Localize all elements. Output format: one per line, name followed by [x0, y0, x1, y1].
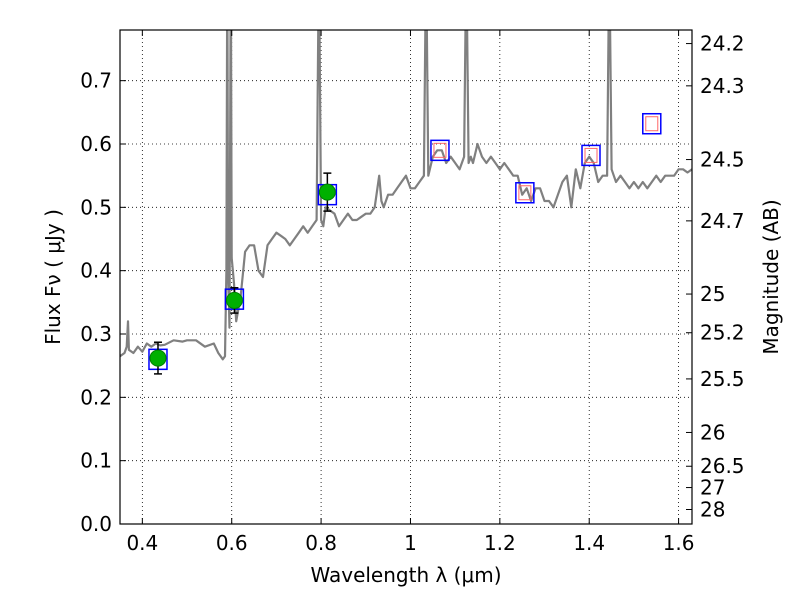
model-box — [642, 112, 662, 135]
magnitude-tick-label: 25.2 — [700, 321, 745, 345]
model-boxes-layer — [148, 112, 662, 371]
model-box-inner — [584, 147, 598, 163]
magnitude-tick-label: 26 — [700, 420, 725, 444]
model-box-inner — [433, 142, 447, 158]
y-tick-label: 0.4 — [80, 259, 112, 283]
spectrum-line — [120, 30, 692, 361]
magnitude-tick-label: 27 — [700, 476, 725, 500]
y-right-axis-label: Magnitude (AB) — [759, 199, 783, 354]
magnitude-tick-label: 24.7 — [700, 209, 745, 233]
y-axis-label: Flux Fν ( μJy ) — [41, 209, 65, 345]
magnitude-tick-label: 24.5 — [700, 148, 745, 172]
x-ticks: 0.4 0.6 0.8 1 1.2 1.4 1.6 — [126, 30, 695, 555]
model-box — [581, 144, 601, 167]
photometry-layer — [149, 172, 336, 375]
x-tick-label: 1 — [404, 531, 417, 555]
x-tick-label: 0.6 — [216, 531, 248, 555]
y-tick-label: 0.6 — [80, 132, 112, 156]
photometry-point — [318, 183, 336, 201]
magnitude-tick-label: 24.2 — [700, 32, 745, 56]
photometry-point — [149, 349, 167, 367]
model-box-inner — [518, 185, 532, 201]
plot-background — [120, 30, 692, 524]
model-box — [430, 139, 450, 162]
x-tick-label: 0.8 — [305, 531, 337, 555]
y-tick-label: 0.0 — [80, 512, 112, 536]
x-tick-label: 1.2 — [484, 531, 516, 555]
x-tick-label: 1.4 — [573, 531, 605, 555]
magnitude-tick-label: 28 — [700, 497, 725, 521]
photometry-point — [225, 291, 243, 309]
y-tick-label: 0.1 — [80, 449, 112, 473]
model-box-inner — [645, 116, 659, 132]
x-tick-label: 0.4 — [126, 531, 158, 555]
magnitude-tick-label: 25 — [700, 282, 725, 306]
magnitude-tick-label: 24.3 — [700, 74, 745, 98]
y-tick-label: 0.5 — [80, 195, 112, 219]
spectrum-layer — [120, 30, 692, 361]
y-ticks: 0.0 0.1 0.2 0.3 0.4 0.5 0.6 0.7 — [80, 69, 126, 536]
magnitude-tick-label: 25.5 — [700, 367, 745, 391]
model-box — [515, 182, 535, 204]
y-tick-label: 0.7 — [80, 69, 112, 93]
x-tick-label: 1.6 — [663, 531, 695, 555]
y-tick-label: 0.2 — [80, 385, 112, 409]
x-axis-label: Wavelength λ (μm) — [310, 563, 501, 587]
y-tick-label: 0.3 — [80, 322, 112, 346]
magnitude-tick-label: 26.5 — [700, 454, 745, 478]
plot-frame — [119, 29, 693, 525]
